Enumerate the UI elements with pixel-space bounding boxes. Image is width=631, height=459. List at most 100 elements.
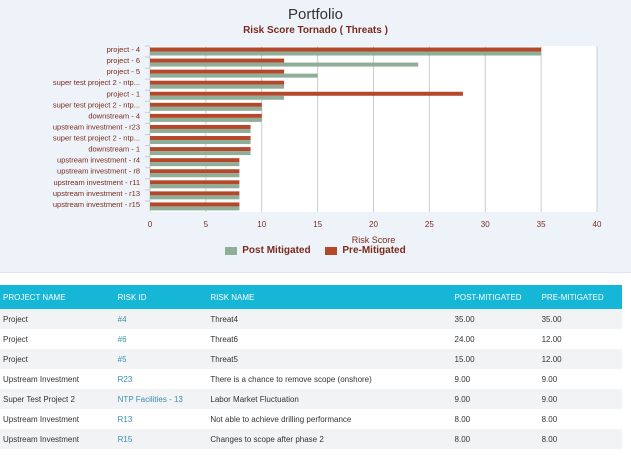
- legend-label: Post Mitigated: [242, 245, 311, 256]
- tornado-chart: 0 5 10 15 20 25 30 35 40 Risk Score project - 4 pro…: [53, 45, 602, 245]
- risk-name-cell: Labor Market Fluctuation: [207, 389, 452, 409]
- bar-pre-mitigated: [150, 147, 251, 152]
- bar-pre-mitigated: [150, 102, 262, 107]
- column-header[interactable]: RISK ID: [114, 285, 208, 309]
- risk-name-cell: There is a chance to remove scope (onsho…: [210, 374, 372, 384]
- bar-post-mitigated: [150, 106, 262, 111]
- legend: Post Mitigated Pre-Mitigated: [0, 245, 631, 258]
- bar-post-mitigated: [150, 84, 285, 89]
- post-mitigated-cell: 8.00: [454, 414, 471, 424]
- project-name-cell: Super Test Project 2: [0, 389, 115, 409]
- project-name-cell: Upstream Investment: [3, 414, 80, 424]
- table-row[interactable]: Project #5 Threat5 15.00 12.00: [0, 349, 622, 369]
- post-mitigated-cell: 8.00: [451, 429, 539, 449]
- legend-pre-mitigated[interactable]: Pre-Mitigated: [325, 245, 406, 256]
- y-category-label: project - 4: [107, 45, 140, 54]
- bar-pre-mitigated: [150, 58, 285, 63]
- bar-pre-mitigated: [150, 202, 240, 207]
- table-header: PROJECT NAME RISK ID RISK NAME POST-MITIGAT…: [0, 285, 622, 309]
- y-category-label: upstream investment - r15: [53, 200, 140, 209]
- pre-mitigated-cell: 12.00: [541, 334, 562, 344]
- y-category-label: upstream investment - r13: [53, 189, 140, 198]
- pre-mitigated-cell: 8.00: [538, 429, 622, 449]
- x-tick-label: 35: [537, 220, 546, 229]
- bar-post-mitigated: [150, 140, 251, 145]
- bar-pre-mitigated: [150, 91, 463, 96]
- bar-pre-mitigated: [150, 180, 240, 185]
- y-category-label: super test project 2 - ntp...: [53, 78, 140, 87]
- y-category-label: project - 1: [107, 89, 140, 98]
- project-name-cell: Upstream Investment: [0, 429, 115, 449]
- risk-id-link[interactable]: R15: [114, 429, 208, 449]
- table-row[interactable]: Upstream Investment R13 Not able to achiev…: [0, 409, 622, 429]
- column-header[interactable]: PRE-MITIGATED: [538, 285, 622, 309]
- y-category-label: upstream investment - r4: [57, 156, 140, 165]
- bar-pre-mitigated: [150, 113, 262, 118]
- post-mitigated-cell: 24.00: [454, 334, 475, 344]
- chart-subtitle: Risk Score Tornado ( Threats ): [243, 25, 388, 36]
- project-name-cell: Upstream Investment: [3, 374, 80, 384]
- risk-name-cell: Changes to scope after phase 2: [207, 429, 452, 449]
- bar-post-mitigated: [150, 51, 542, 56]
- x-tick-label: 0: [148, 220, 153, 229]
- table-row[interactable]: Project #4 Threat4 35.00 35.00: [0, 309, 622, 329]
- bar-post-mitigated: [150, 128, 251, 133]
- risk-id-link[interactable]: #6: [117, 334, 127, 344]
- pre-mitigated-cell: 8.00: [541, 414, 558, 424]
- legend-swatch-pre: [325, 246, 338, 255]
- y-category-label: super test project 2 - ntp...: [53, 100, 140, 109]
- y-category-label: super test project 2 - ntp...: [53, 134, 140, 143]
- bar-pre-mitigated: [150, 158, 240, 163]
- risk-name-cell: Threat6: [210, 334, 238, 344]
- risk-id-link[interactable]: #5: [114, 349, 208, 369]
- y-category-label: upstream investment - r8: [57, 167, 140, 176]
- project-name-cell: Project: [3, 334, 28, 344]
- x-tick-label: 10: [257, 220, 266, 229]
- chart-panel: Portfolio Risk Score Tornado ( Threats )…: [0, 0, 631, 273]
- risk-table: PROJECT NAME RISK ID RISK NAME POST-MITIGAT…: [0, 285, 622, 449]
- legend-swatch-post: [225, 246, 238, 255]
- risk-name-cell: Threat5: [207, 349, 452, 369]
- bar-post-mitigated: [150, 184, 240, 189]
- table-row[interactable]: Upstream Investment R15 Changes to scope a…: [0, 429, 622, 449]
- bar-pre-mitigated: [150, 124, 251, 129]
- bar-post-mitigated: [150, 62, 419, 67]
- x-tick-label: 20: [369, 220, 378, 229]
- bar-pre-mitigated: [150, 69, 285, 74]
- bar-pre-mitigated: [150, 136, 251, 141]
- risk-name-cell: Not able to achieve drilling performance: [210, 414, 352, 424]
- bar-post-mitigated: [150, 162, 240, 167]
- column-header[interactable]: POST-MITIGATED: [451, 285, 539, 309]
- bar-post-mitigated: [150, 95, 285, 100]
- y-category-label: downstream - 1: [88, 145, 140, 154]
- y-category-label: project - 6: [107, 56, 140, 65]
- y-category-label: downstream - 4: [88, 111, 140, 120]
- bar-post-mitigated: [150, 117, 262, 122]
- bar-pre-mitigated: [150, 169, 240, 174]
- table-row[interactable]: Upstream Investment R23 There is a chance …: [0, 369, 622, 389]
- chart-title: Portfolio: [287, 6, 344, 23]
- pre-mitigated-cell: 9.00: [538, 389, 622, 409]
- bar-post-mitigated: [150, 195, 240, 200]
- column-header[interactable]: RISK NAME: [207, 285, 452, 309]
- x-tick-label: 5: [204, 220, 209, 229]
- y-category-label: upstream investment - r23: [53, 122, 140, 131]
- pre-mitigated-cell: 35.00: [538, 309, 622, 329]
- x-tick-label: 40: [593, 220, 602, 229]
- bar-pre-mitigated: [150, 47, 542, 52]
- risk-id-link[interactable]: NTP Facilities - 13: [114, 389, 208, 409]
- bar-pre-mitigated: [150, 191, 240, 196]
- risk-id-link[interactable]: #4: [114, 309, 208, 329]
- post-mitigated-cell: 9.00: [451, 389, 539, 409]
- table-row[interactable]: Super Test Project 2 NTP Facilities - 13 L…: [0, 389, 622, 409]
- risk-id-link[interactable]: R23: [117, 374, 133, 384]
- bar-post-mitigated: [150, 173, 240, 178]
- legend-post-mitigated[interactable]: Post Mitigated: [225, 245, 311, 256]
- risk-id-link[interactable]: R13: [117, 414, 133, 424]
- bar-post-mitigated: [150, 206, 240, 211]
- post-mitigated-cell: 35.00: [451, 309, 539, 329]
- table-row[interactable]: Project #6 Threat6 24.00 12.00: [0, 329, 622, 349]
- x-tick-label: 25: [425, 220, 434, 229]
- column-header[interactable]: PROJECT NAME: [0, 285, 115, 309]
- y-category-label: project - 5: [107, 67, 140, 76]
